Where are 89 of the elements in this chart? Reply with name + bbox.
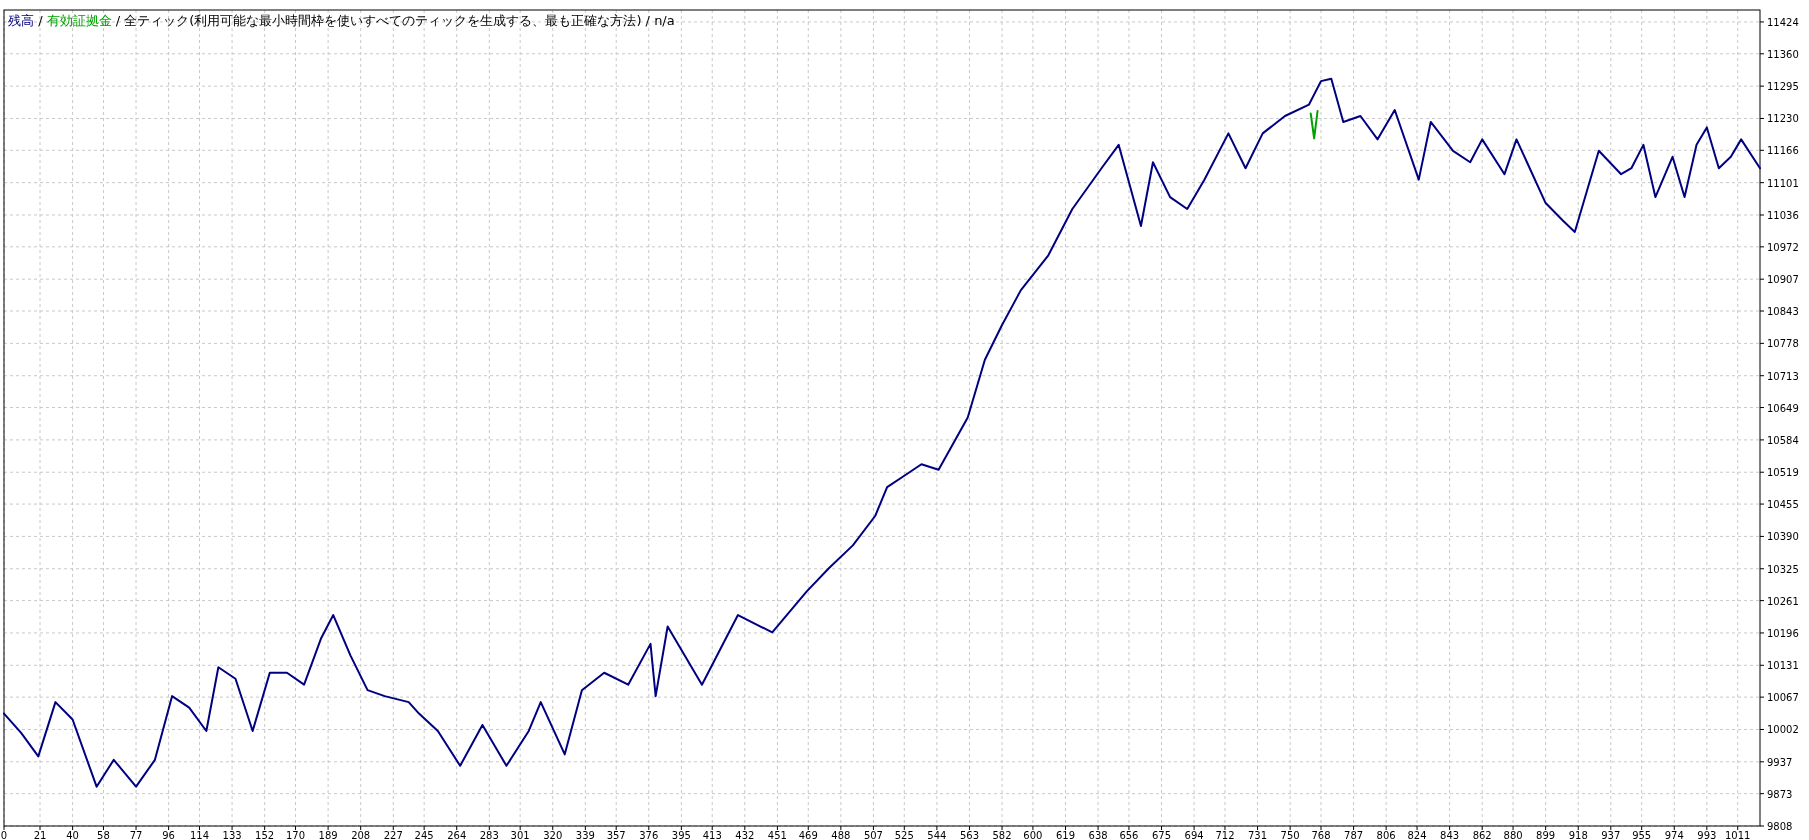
- x-tick-label: 824: [1407, 830, 1427, 840]
- x-tick-label: 880: [1503, 830, 1523, 840]
- y-tick-label: 9937: [1767, 756, 1793, 768]
- x-tick-label: 768: [1311, 830, 1331, 840]
- y-tick-label: 10131: [1767, 660, 1799, 672]
- x-tick-label: 675: [1151, 830, 1172, 840]
- x-tick-label: 58: [97, 830, 110, 840]
- x-tick-label: 619: [1055, 830, 1076, 840]
- x-tick-label: 413: [702, 830, 722, 840]
- chart-title: 全ティック(利用可能な最小時間枠を使いすべてのティックを生成する、最も正確な方法): [124, 13, 642, 28]
- x-tick-label: 656: [1119, 830, 1139, 840]
- y-tick-label: 10067: [1767, 692, 1799, 704]
- x-tick-label: 77: [129, 830, 143, 840]
- y-tick-label: 10972: [1767, 241, 1799, 253]
- x-tick-label: 208: [351, 830, 371, 840]
- y-tick-label: 11230: [1767, 113, 1799, 125]
- x-tick-label: 451: [767, 830, 787, 840]
- x-tick-label: 114: [189, 830, 210, 840]
- x-tick-label: 264: [447, 830, 467, 840]
- y-tick-label: 10002: [1767, 724, 1799, 736]
- y-tick-label: 10778: [1767, 338, 1799, 350]
- x-tick-label: 525: [894, 830, 914, 840]
- y-tick-label: 10649: [1767, 402, 1799, 414]
- y-tick-label: 10390: [1767, 531, 1799, 543]
- x-tick-label: 189: [318, 830, 338, 840]
- x-tick-label: 507: [863, 830, 883, 840]
- x-tick-label: 862: [1472, 830, 1492, 840]
- x-tick-label: 301: [510, 830, 530, 840]
- text: 残高: [8, 13, 34, 28]
- x-tick-label: 638: [1088, 830, 1108, 840]
- x-tick-label: 1011: [1724, 830, 1751, 840]
- x-tick-label: 395: [671, 830, 691, 840]
- x-tick-label: 937: [1601, 830, 1621, 840]
- y-tick-label: 11166: [1767, 145, 1799, 157]
- x-tick-label: 843: [1440, 830, 1460, 840]
- x-tick-label: 283: [479, 830, 499, 840]
- x-tick-label: 21: [33, 830, 47, 840]
- x-tick-label: 320: [543, 830, 563, 840]
- y-tick-label: 10713: [1767, 370, 1799, 382]
- y-tick-label: 10519: [1767, 467, 1799, 479]
- x-tick-label: 170: [285, 830, 306, 840]
- x-tick-label: 974: [1664, 830, 1684, 840]
- x-tick-label: 787: [1344, 830, 1364, 840]
- y-tick-label: 10907: [1767, 274, 1799, 286]
- x-tick-label: 806: [1376, 830, 1396, 840]
- y-tick-label: 10843: [1767, 306, 1799, 318]
- x-tick-label: 339: [575, 830, 595, 840]
- x-tick-label: 133: [222, 830, 242, 840]
- annotation: /: [111, 13, 125, 28]
- x-tick-label: 993: [1697, 830, 1717, 840]
- x-tick-label: 694: [1184, 830, 1204, 840]
- x-tick-label: 469: [798, 830, 818, 840]
- x-tick-label: 955: [1632, 830, 1652, 840]
- x-tick-label: 40: [66, 830, 79, 840]
- x-tick-label: 918: [1568, 830, 1588, 840]
- y-tick-label: 11424: [1767, 16, 1799, 28]
- x-tick-label: 357: [606, 830, 626, 840]
- y-tick-label: 11036: [1767, 210, 1799, 221]
- x-tick-label: 96: [162, 830, 175, 840]
- x-tick-label: 152: [255, 830, 275, 840]
- x-tick-label: 432: [735, 830, 755, 840]
- x-tick-label: 712: [1215, 830, 1235, 840]
- y-tick-label: 10584: [1767, 434, 1799, 446]
- x-tick-label: 563: [959, 830, 979, 840]
- y-tick-label: 11295: [1767, 81, 1799, 93]
- x-tick-label: 731: [1248, 830, 1268, 840]
- y-tick-label: 10196: [1767, 627, 1799, 639]
- text: 有効証拠金: [46, 13, 112, 28]
- x-tick-label: 245: [414, 830, 434, 840]
- line-series: [3, 77, 1761, 788]
- annotation: /: [34, 13, 47, 28]
- x-tick-label: 582: [992, 830, 1012, 840]
- y-tick-label: 9808: [1767, 821, 1793, 832]
- y-tick-label: 10455: [1767, 499, 1799, 511]
- x-tick-label: 899: [1536, 830, 1556, 840]
- x-tick-label: 376: [639, 830, 659, 840]
- annotation: /: [641, 13, 655, 28]
- x-tick-label: 544: [927, 830, 947, 840]
- y-tick-label: 9873: [1767, 788, 1793, 800]
- x-tick-label: 227: [383, 830, 403, 840]
- chart-subtitle: n/a: [654, 13, 675, 28]
- x-tick-label: 0: [0, 830, 8, 840]
- y-tick-label: 11360: [1767, 48, 1799, 60]
- x-tick-label: 488: [831, 830, 851, 840]
- x-tick-label: 750: [1280, 830, 1300, 840]
- y-tick-label: 10325: [1767, 563, 1799, 575]
- y-tick-label: 10261: [1767, 595, 1799, 607]
- y-tick-label: 11101: [1767, 177, 1799, 189]
- x-tick-label: 600: [1023, 830, 1043, 840]
